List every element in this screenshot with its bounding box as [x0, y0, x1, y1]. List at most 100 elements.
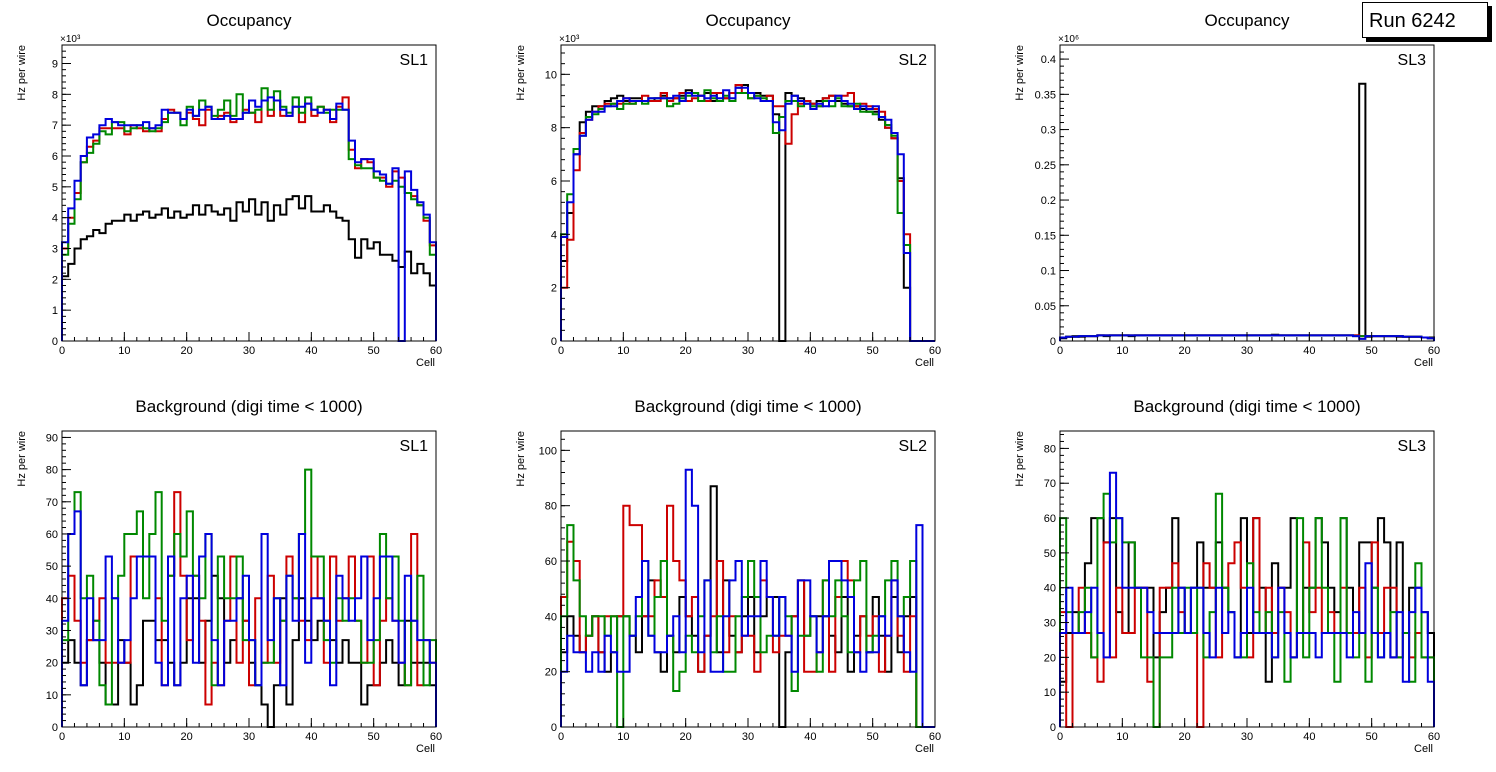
y-tick-label: 30: [1044, 618, 1056, 630]
series-line-layer1: [560, 84, 935, 342]
y-tick-label: 0: [52, 336, 58, 348]
y-tick-label: 0.3: [1041, 125, 1056, 137]
series-line-layer1: [61, 195, 437, 341]
y-tick-label: 20: [1044, 652, 1056, 664]
y-tick-label: 4: [52, 213, 58, 225]
x-tick-label: 10: [617, 345, 629, 357]
superlayer-label: SL1: [400, 438, 429, 455]
series-line-layer4: [560, 468, 935, 728]
x-tick-label: 60: [1428, 731, 1440, 743]
x-tick-label: 0: [558, 345, 564, 357]
y-axis-exponent: ×10³: [60, 34, 81, 45]
y-tick-label: 0: [52, 722, 58, 734]
y-tick-label: 20: [545, 667, 557, 679]
series-line-layer3: [560, 89, 935, 342]
panel-title: Background (digi time < 1000): [135, 397, 362, 416]
plot-frame: [61, 44, 437, 342]
y-tick-label: 50: [46, 561, 58, 573]
y-tick-label: 0.2: [1041, 195, 1056, 207]
x-tick-label: 20: [680, 731, 692, 743]
superlayer-label: SL2: [899, 438, 928, 455]
panel-title: Background (digi time < 1000): [634, 397, 861, 416]
x-axis-label: Cell: [1414, 357, 1433, 369]
histogram-panel-3: Occupancy 0 10 20 30 40 50 60 0 0.05 0.1 0.15 0.2 0.2…: [1014, 11, 1440, 369]
series-line-layer4: [61, 510, 437, 727]
x-tick-label: 40: [804, 345, 816, 357]
x-tick-label: 10: [118, 345, 130, 357]
run-label: Run 6242: [1362, 2, 1488, 38]
x-tick-label: 20: [181, 345, 193, 357]
y-tick-label: 8: [52, 89, 58, 101]
y-tick-label: 6: [52, 151, 58, 163]
x-tick-label: 0: [1057, 345, 1063, 357]
series-line-layer2: [61, 96, 437, 341]
x-tick-label: 10: [118, 731, 130, 743]
x-tick-label: 0: [1057, 731, 1063, 743]
panel-title: Occupancy: [1204, 11, 1290, 30]
plot-frame: [1059, 44, 1435, 342]
x-tick-label: 60: [929, 345, 941, 357]
series-line-layer4: [1059, 471, 1435, 727]
y-tick-label: 100: [539, 445, 557, 457]
y-tick-label: 70: [1044, 478, 1056, 490]
y-tick-label: 40: [545, 611, 557, 623]
x-tick-label: 10: [1116, 345, 1128, 357]
x-tick-label: 40: [804, 731, 816, 743]
y-tick-label: 9: [52, 59, 58, 71]
x-tick-label: 40: [1303, 345, 1315, 357]
superlayer-label: SL2: [899, 52, 928, 69]
y-tick-label: 50: [1044, 548, 1056, 560]
y-tick-label: 60: [46, 529, 58, 541]
y-tick-label: 1: [52, 305, 58, 317]
y-tick-label: 6: [551, 176, 557, 188]
superlayer-label: SL3: [1398, 52, 1427, 69]
y-tick-label: 80: [1044, 443, 1056, 455]
panel-title: Background (digi time < 1000): [1133, 397, 1360, 416]
x-tick-label: 50: [1366, 345, 1378, 357]
y-tick-label: 0: [551, 336, 557, 348]
y-tick-label: 90: [46, 432, 58, 444]
y-tick-label: 0.35: [1035, 89, 1056, 101]
histogram-panel-5: Background (digi time < 1000) 0 10 20 30 40 50…: [515, 397, 941, 755]
superlayer-label: SL1: [400, 52, 429, 69]
x-tick-label: 40: [305, 731, 317, 743]
x-tick-label: 50: [867, 345, 879, 357]
y-tick-label: 4: [551, 229, 557, 241]
x-tick-label: 0: [558, 731, 564, 743]
y-tick-label: 2: [551, 283, 557, 295]
x-tick-label: 60: [929, 731, 941, 743]
y-tick-label: 10: [1044, 687, 1056, 699]
superlayer-label: SL3: [1398, 438, 1427, 455]
x-tick-label: 20: [1179, 345, 1191, 357]
x-tick-label: 30: [1241, 731, 1253, 743]
x-tick-label: 30: [742, 345, 754, 357]
y-tick-label: 2: [52, 274, 58, 286]
x-axis-label: Cell: [416, 743, 435, 755]
y-tick-label: 0: [1050, 336, 1056, 348]
y-tick-label: 0.1: [1041, 266, 1056, 278]
y-tick-label: 5: [52, 182, 58, 194]
x-tick-label: 50: [867, 731, 879, 743]
x-tick-label: 20: [680, 345, 692, 357]
y-tick-label: 70: [46, 497, 58, 509]
histogram-panel-1: Occupancy 0 10 20 30 40 50 60 0 1 2 3 4 5 6 7 8 9 ×10³ Cell…: [16, 11, 442, 369]
y-tick-label: 3: [52, 244, 58, 256]
series-line-layer4: [1059, 334, 1435, 341]
y-tick-label: 30: [46, 625, 58, 637]
y-tick-label: 40: [46, 593, 58, 605]
y-axis-exponent: ×10³: [559, 34, 580, 45]
y-tick-label: 0.15: [1035, 230, 1056, 242]
y-tick-label: 60: [1044, 513, 1056, 525]
y-axis-exponent: ×10⁶: [1058, 34, 1079, 45]
x-axis-label: Cell: [416, 357, 435, 369]
x-tick-label: 60: [430, 345, 442, 357]
x-tick-label: 30: [243, 345, 255, 357]
x-tick-label: 10: [617, 731, 629, 743]
x-axis-label: Cell: [915, 743, 934, 755]
x-tick-label: 50: [1366, 731, 1378, 743]
y-axis-label: Hz per wire: [16, 431, 28, 487]
x-tick-label: 20: [1179, 731, 1191, 743]
histogram-panel-4: Background (digi time < 1000) 0 10 20 30 40 50…: [16, 397, 442, 755]
y-tick-label: 10: [46, 690, 58, 702]
